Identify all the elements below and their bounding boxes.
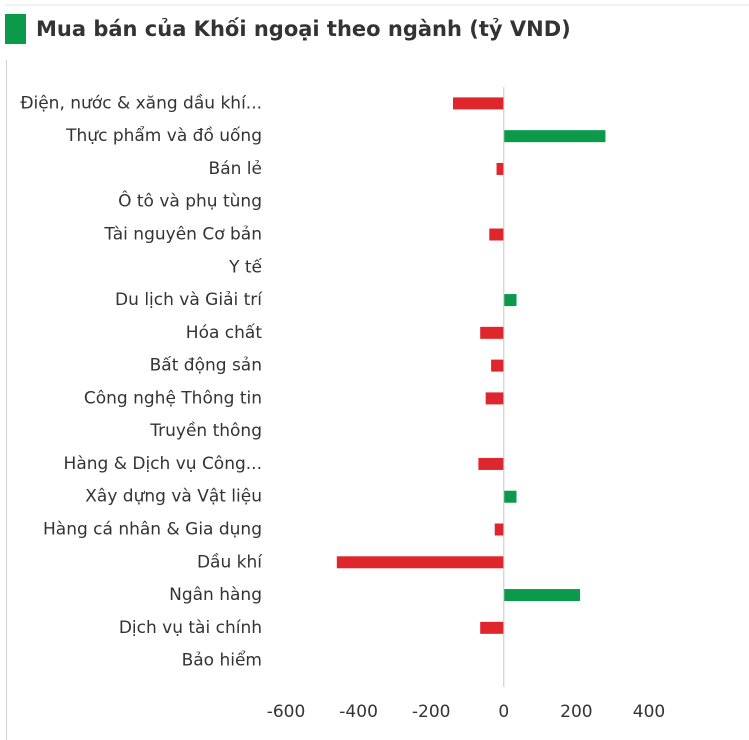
y-tick-label: Ngân hàng (169, 585, 262, 605)
y-tick-label: Hàng cá nhân & Gia dụng (43, 520, 262, 540)
x-tick-label: 400 (633, 702, 665, 722)
chart-title: Mua bán của Khối ngoại theo ngành (tỷ VN… (36, 17, 571, 41)
bar (491, 359, 504, 372)
y-tick-label: Xây dựng và Vật liệu (85, 487, 262, 507)
x-tick-label: -600 (267, 702, 306, 722)
bar (494, 523, 504, 536)
x-tick-label: -400 (339, 702, 378, 722)
bar (485, 392, 504, 405)
y-tick-label: Du lịch và Giải trí (115, 290, 263, 310)
bar (496, 162, 504, 175)
y-tick-label: Truyền thông (149, 420, 262, 441)
title-marker (5, 14, 26, 44)
y-tick-label: Bảo hiểm (182, 650, 262, 671)
y-tick-label: Công nghệ Thông tin (84, 388, 262, 408)
bar (503, 490, 517, 503)
y-tick-label: Tài nguyên Cơ bản (103, 225, 262, 245)
y-tick-label: Hóa chất (186, 322, 263, 343)
bar (480, 326, 504, 339)
y-tick-label: Bất động sản (150, 355, 262, 376)
bar (503, 130, 606, 143)
y-tick-label: Bán lẻ (209, 159, 262, 179)
x-tick-label: 200 (560, 702, 592, 722)
bar (503, 589, 581, 602)
y-tick-label: Y tế (228, 256, 262, 277)
x-tick-label: -200 (412, 702, 451, 722)
y-tick-label: Điện, nước & xăng dầu khí... (20, 92, 262, 113)
bar (489, 228, 504, 241)
bar (480, 621, 504, 634)
bar (503, 294, 517, 307)
bar (336, 556, 504, 569)
x-tick-label: 0 (498, 702, 509, 722)
y-tick-label: Dầu khí (197, 551, 263, 572)
bar (452, 97, 504, 110)
y-tick-label: Dịch vụ tài chính (119, 618, 262, 638)
y-tick-label: Ô tô và phụ tùng (118, 190, 262, 212)
bar (478, 457, 504, 470)
y-tick-label: Thực phẩm và đồ uống (65, 125, 262, 146)
y-tick-label: Hàng & Dịch vụ Công... (64, 454, 262, 474)
